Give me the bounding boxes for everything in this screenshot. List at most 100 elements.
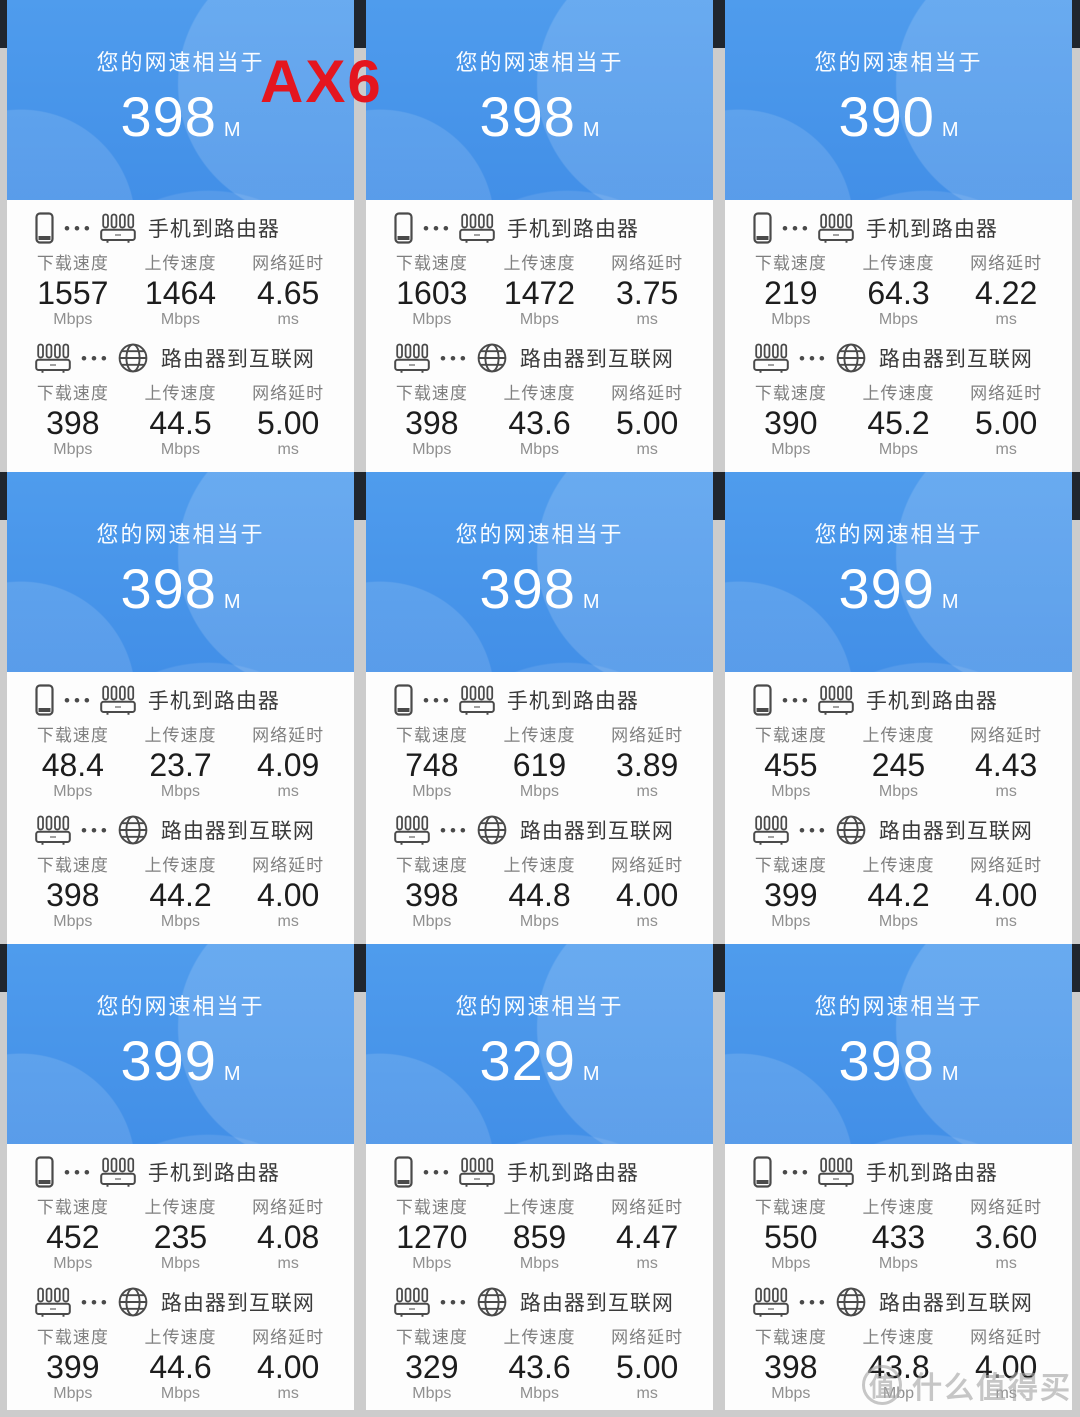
speed-value: 398 [838, 1029, 935, 1092]
speed-value: 398 [120, 557, 217, 620]
ellipsis-dots-icon: ••• [64, 1162, 94, 1182]
metric-unit: Mbps [771, 913, 811, 930]
card-header: 您的网速相当于 329 M [366, 944, 713, 1144]
metric-unit: Mbps [771, 1255, 811, 1272]
ellipsis-dots-icon: ••• [782, 690, 812, 710]
metric-value: 4.00 [975, 1349, 1038, 1385]
metrics-row: 下载速度 1270 Mbps 上传速度 859 Mbps 网络延时 4.47 ms [378, 1188, 701, 1274]
ellipsis-dots-icon: ••• [440, 348, 470, 368]
speed-line: 398 M [366, 560, 713, 633]
metric-value: 4.00 [975, 877, 1038, 913]
metric-unit: ms [995, 913, 1017, 930]
metric-label: 下载速度 [395, 1328, 468, 1347]
metric: 下载速度 398 Mbps [19, 374, 127, 460]
speed-line: 390 M [725, 88, 1072, 161]
metric: 网络延时 4.00 ms [234, 1318, 342, 1404]
metric: 下载速度 748 Mbps [378, 716, 486, 802]
metric: 上传速度 43.6 Mbps [486, 374, 594, 460]
metric-value: 398 [405, 405, 459, 441]
metric-label: 上传速度 [862, 726, 935, 745]
metric-value: 43.6 [508, 405, 571, 441]
metric-unit: Mbps [519, 311, 560, 328]
metric-label: 下载速度 [754, 1198, 827, 1217]
card-header: 您的网速相当于 398 M [7, 472, 354, 672]
metric-value: 3.75 [616, 275, 679, 311]
metric-value: 399 [46, 1349, 100, 1385]
ellipsis-dots-icon: ••• [81, 1292, 111, 1312]
link-section-header: ••• 路由器到互联网 [35, 1286, 326, 1318]
metric-label: 下载速度 [36, 726, 109, 745]
speedtest-card: 您的网速相当于 398 M ••• 手机到路由器 下载速度 748 Mbps 上传速度 619 Mb… [366, 472, 713, 944]
metric: 网络延时 5.00 ms [234, 374, 342, 460]
metric-unit: Mbps [412, 783, 452, 800]
metric-label: 上传速度 [503, 384, 576, 403]
speed-subtitle: 您的网速相当于 [455, 522, 624, 547]
link-section-title: 路由器到互联网 [160, 348, 315, 371]
metric-unit: ms [995, 783, 1017, 800]
metric-value: 44.8 [508, 877, 571, 913]
metric-unit: ms [277, 913, 299, 930]
metric-value: 44.6 [149, 1349, 212, 1385]
metric-value: 5.00 [616, 405, 679, 441]
metric: 上传速度 64.3 Mbps [845, 244, 953, 330]
link-section-title: 手机到路由器 [865, 1162, 998, 1185]
metric: 下载速度 219 Mbps [737, 244, 845, 330]
metric-label: 网络延时 [611, 726, 684, 745]
link-section-title: 路由器到互联网 [160, 1292, 315, 1315]
metric: 上传速度 245 Mbps [845, 716, 953, 802]
link-section-title: 手机到路由器 [506, 690, 639, 713]
metric-value: 23.7 [149, 747, 212, 783]
metrics-row: 下载速度 329 Mbps 上传速度 43.6 Mbps 网络延时 5.00 ms [378, 1318, 701, 1404]
ellipsis-dots-icon: ••• [423, 690, 453, 710]
speed-value: 329 [479, 1029, 576, 1092]
ellipsis-dots-icon: ••• [81, 348, 111, 368]
metric-label: 下载速度 [395, 726, 468, 745]
metric: 上传速度 45.2 Mbps [845, 374, 953, 460]
metric-label: 上传速度 [503, 1328, 576, 1347]
metric-value: 4.65 [257, 275, 320, 311]
metric-unit: Mbps [53, 441, 93, 458]
metric-value: 452 [46, 1219, 100, 1255]
metric-unit: Mbps [53, 783, 93, 800]
router-icon [459, 1157, 495, 1187]
link-section-header: ••• 路由器到互联网 [394, 814, 685, 846]
card-header: 您的网速相当于 399 M [7, 944, 354, 1144]
link-section-title: 路由器到互联网 [519, 820, 674, 843]
metric: 网络延时 3.89 ms [593, 716, 701, 802]
speed-unit-label: M [941, 591, 959, 613]
metrics-row: 下载速度 398 Mbps 上传速度 44.2 Mbps 网络延时 4.00 ms [19, 846, 342, 932]
metric-unit: Mbps [878, 913, 919, 930]
metric-label: 网络延时 [611, 856, 684, 875]
metric-value: 4.00 [616, 877, 679, 913]
ax6-annotation: AX6 [260, 48, 383, 115]
metric-value: 4.22 [975, 275, 1038, 311]
speed-value: 399 [120, 1029, 217, 1092]
metric: 上传速度 619 Mbps [486, 716, 594, 802]
metric: 下载速度 1557 Mbps [19, 244, 127, 330]
card-body: ••• 手机到路由器 下载速度 550 Mbps 上传速度 433 Mbps 网络延时 3.60 m… [725, 1144, 1072, 1410]
metric: 下载速度 398 Mbps [378, 846, 486, 932]
metric: 下载速度 1270 Mbps [378, 1188, 486, 1274]
metric: 上传速度 44.8 Mbps [486, 846, 594, 932]
metric-label: 下载速度 [754, 856, 827, 875]
router-icon [818, 685, 854, 715]
speed-line: 398 M [725, 1032, 1072, 1105]
metric-value: 1603 [396, 275, 468, 311]
metric-unit: ms [277, 441, 299, 458]
metric: 网络延时 4.08 ms [234, 1188, 342, 1274]
metric-unit: ms [636, 913, 658, 930]
speed-unit-label: M [582, 1063, 600, 1085]
metric-unit: Mbps [160, 441, 201, 458]
metric: 下载速度 452 Mbps [19, 1188, 127, 1274]
metric: 上传速度 235 Mbps [127, 1188, 235, 1274]
phone-icon [394, 1156, 413, 1188]
metric-value: 390 [764, 405, 818, 441]
metric-label: 上传速度 [144, 856, 217, 875]
metric-label: 上传速度 [503, 1198, 576, 1217]
router-icon [100, 1157, 136, 1187]
link-section-header: ••• 路由器到互联网 [35, 814, 326, 846]
ellipsis-dots-icon: ••• [782, 1162, 812, 1182]
metric-unit: ms [636, 311, 658, 328]
metric-label: 上传速度 [144, 1328, 217, 1347]
